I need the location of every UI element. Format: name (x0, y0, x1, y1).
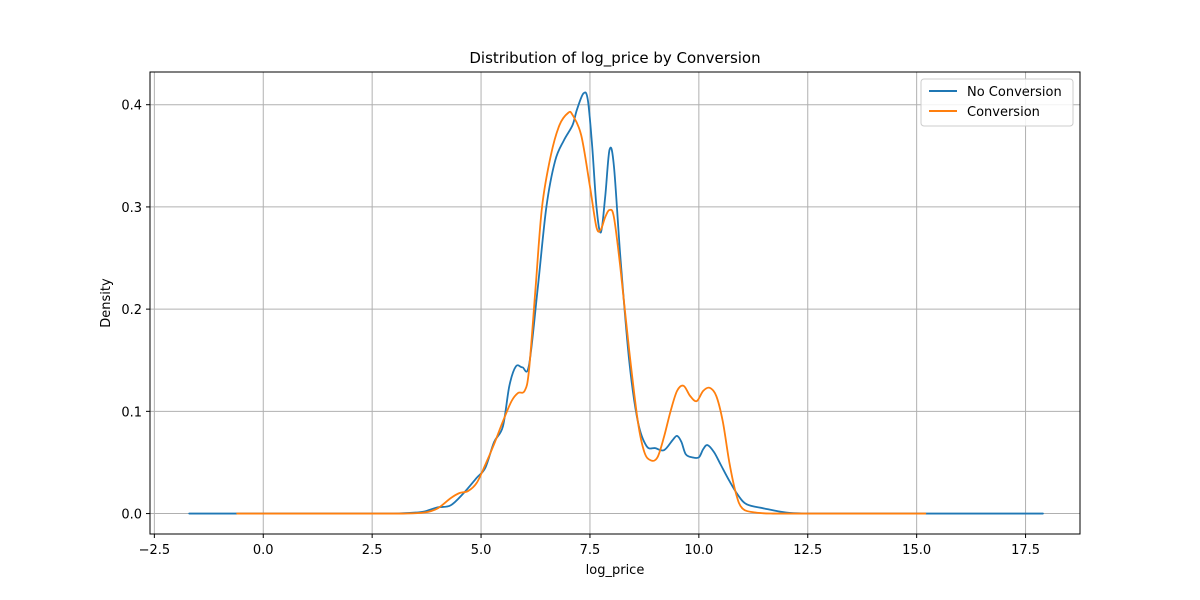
x-tick-label: 0.0 (253, 543, 274, 558)
x-axis: −2.5 0.0 2.5 5.0 7.5 10.0 12.5 15.0 17.5 (139, 534, 1040, 558)
y-tick-label: 0.3 (121, 201, 142, 216)
x-tick-label: −2.5 (139, 543, 171, 558)
gridlines (150, 72, 1080, 534)
series-lines (188, 91, 1044, 515)
plot-frame (149, 71, 1081, 535)
y-tick-label: 0.1 (121, 405, 142, 420)
series-line-no-conversion (188, 91, 1044, 515)
x-tick-label: 17.5 (1011, 543, 1040, 558)
y-tick-label: 0.0 (121, 508, 142, 523)
series-line-conversion (236, 110, 927, 515)
legend-label-no-conversion: No Conversion (967, 85, 1062, 100)
y-axis: 0.0 0.1 0.2 0.3 0.4 (121, 99, 150, 523)
x-tick-label: 10.0 (684, 543, 713, 558)
legend-label-conversion: Conversion (967, 105, 1040, 120)
y-axis-label: Density (99, 278, 114, 328)
legend: No Conversion Conversion (920, 78, 1074, 127)
x-tick-label: 7.5 (580, 543, 601, 558)
y-tick-label: 0.2 (121, 303, 142, 318)
y-tick-label: 0.4 (121, 99, 142, 114)
chart-title: Distribution of log_price by Conversion (469, 49, 760, 68)
x-tick-label: 2.5 (362, 543, 383, 558)
x-axis-label: log_price (586, 563, 645, 578)
x-tick-label: 5.0 (471, 543, 492, 558)
x-tick-label: 12.5 (793, 543, 822, 558)
legend-box (920, 78, 1074, 127)
x-tick-label: 15.0 (902, 543, 931, 558)
